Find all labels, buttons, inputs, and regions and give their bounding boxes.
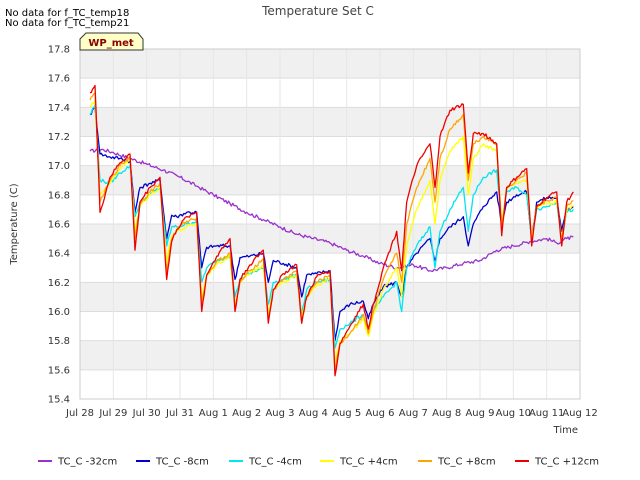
y-tick-label: 15.6: [48, 365, 70, 376]
y-tick-label: 17.8: [48, 45, 70, 56]
x-axis-label: Time: [553, 425, 578, 436]
plot-band: [80, 107, 580, 137]
x-tick-label: Aug 1: [199, 408, 228, 419]
x-tick-label: Aug 3: [265, 408, 294, 419]
legend-label: TC_C -8cm: [155, 457, 209, 468]
y-axis-ticks: 15.4 15.6 15.8 16.0 16.2 16.4 16.6 16.8 17.0 17.2…: [48, 45, 70, 406]
x-tick-label: Aug 12: [562, 408, 597, 419]
legend-label: TC_C +4cm: [339, 457, 398, 468]
no-data-note-2: No data for f_TC_temp21: [5, 18, 130, 29]
series-lines: [89, 84, 574, 377]
x-tick-label: Jul 29: [98, 408, 127, 419]
y-tick-label: 15.8: [48, 336, 70, 347]
legend-label: TC_C +12cm: [534, 457, 599, 468]
plot-background: [80, 49, 580, 399]
chart-title: Temperature Set C: [261, 4, 374, 18]
y-tick-label: 16.8: [48, 190, 70, 201]
x-tick-label: Aug 6: [365, 408, 394, 419]
x-tick-label: Aug 11: [529, 408, 564, 419]
plot-frame: [79, 48, 581, 400]
legend: TC_C -32cm TC_C -8cm TC_C -4cm TC_C +4cm TC_…: [38, 457, 599, 468]
y-tick-label: 16.4: [48, 249, 70, 260]
x-tick-label: Aug 8: [432, 408, 461, 419]
series-line: [89, 84, 574, 377]
x-tick-label: Aug 4: [299, 408, 328, 419]
no-data-note-1: No data for f_TC_temp18: [5, 8, 130, 19]
y-tick-label: 17.4: [48, 103, 70, 114]
plot-band: [80, 369, 580, 399]
y-tick-label: 17.6: [48, 74, 70, 85]
x-tick-label: Jul 30: [132, 408, 161, 419]
x-tick-label: Jul 31: [165, 408, 194, 419]
x-tick-label: Aug 10: [496, 408, 531, 419]
wp-met-badge: WP_met: [79, 32, 144, 51]
y-tick-label: 17.0: [48, 161, 70, 172]
plot-band: [80, 224, 580, 254]
y-tick-label: 16.0: [48, 307, 70, 318]
legend-label: TC_C -32cm: [57, 457, 117, 468]
x-tick-label: Aug 2: [232, 408, 261, 419]
y-tick-label: 17.2: [48, 132, 70, 143]
plot-band: [80, 311, 580, 341]
plot-band: [80, 136, 580, 166]
y-tick-label: 15.4: [48, 395, 70, 406]
plot-band: [80, 49, 580, 79]
badge-label: WP_met: [88, 38, 134, 49]
plot-band: [80, 340, 580, 370]
x-axis-ticks: Jul 28 Jul 29 Jul 30 Jul 31 Aug 1 Aug 2 Aug 3 A…: [65, 408, 598, 419]
legend-label: TC_C +8cm: [437, 457, 496, 468]
series-line: [89, 148, 574, 272]
x-tick-label: Aug 7: [399, 408, 428, 419]
y-tick-label: 16.6: [48, 220, 70, 231]
legend-label: TC_C -4cm: [248, 457, 302, 468]
plot-band: [80, 78, 580, 108]
x-tick-label: Aug 9: [465, 408, 494, 419]
y-axis-label: Temperature (C): [9, 183, 20, 265]
x-tick-label: Jul 28: [65, 408, 94, 419]
x-tick-label: Aug 5: [332, 408, 361, 419]
y-tick-label: 16.2: [48, 278, 70, 289]
